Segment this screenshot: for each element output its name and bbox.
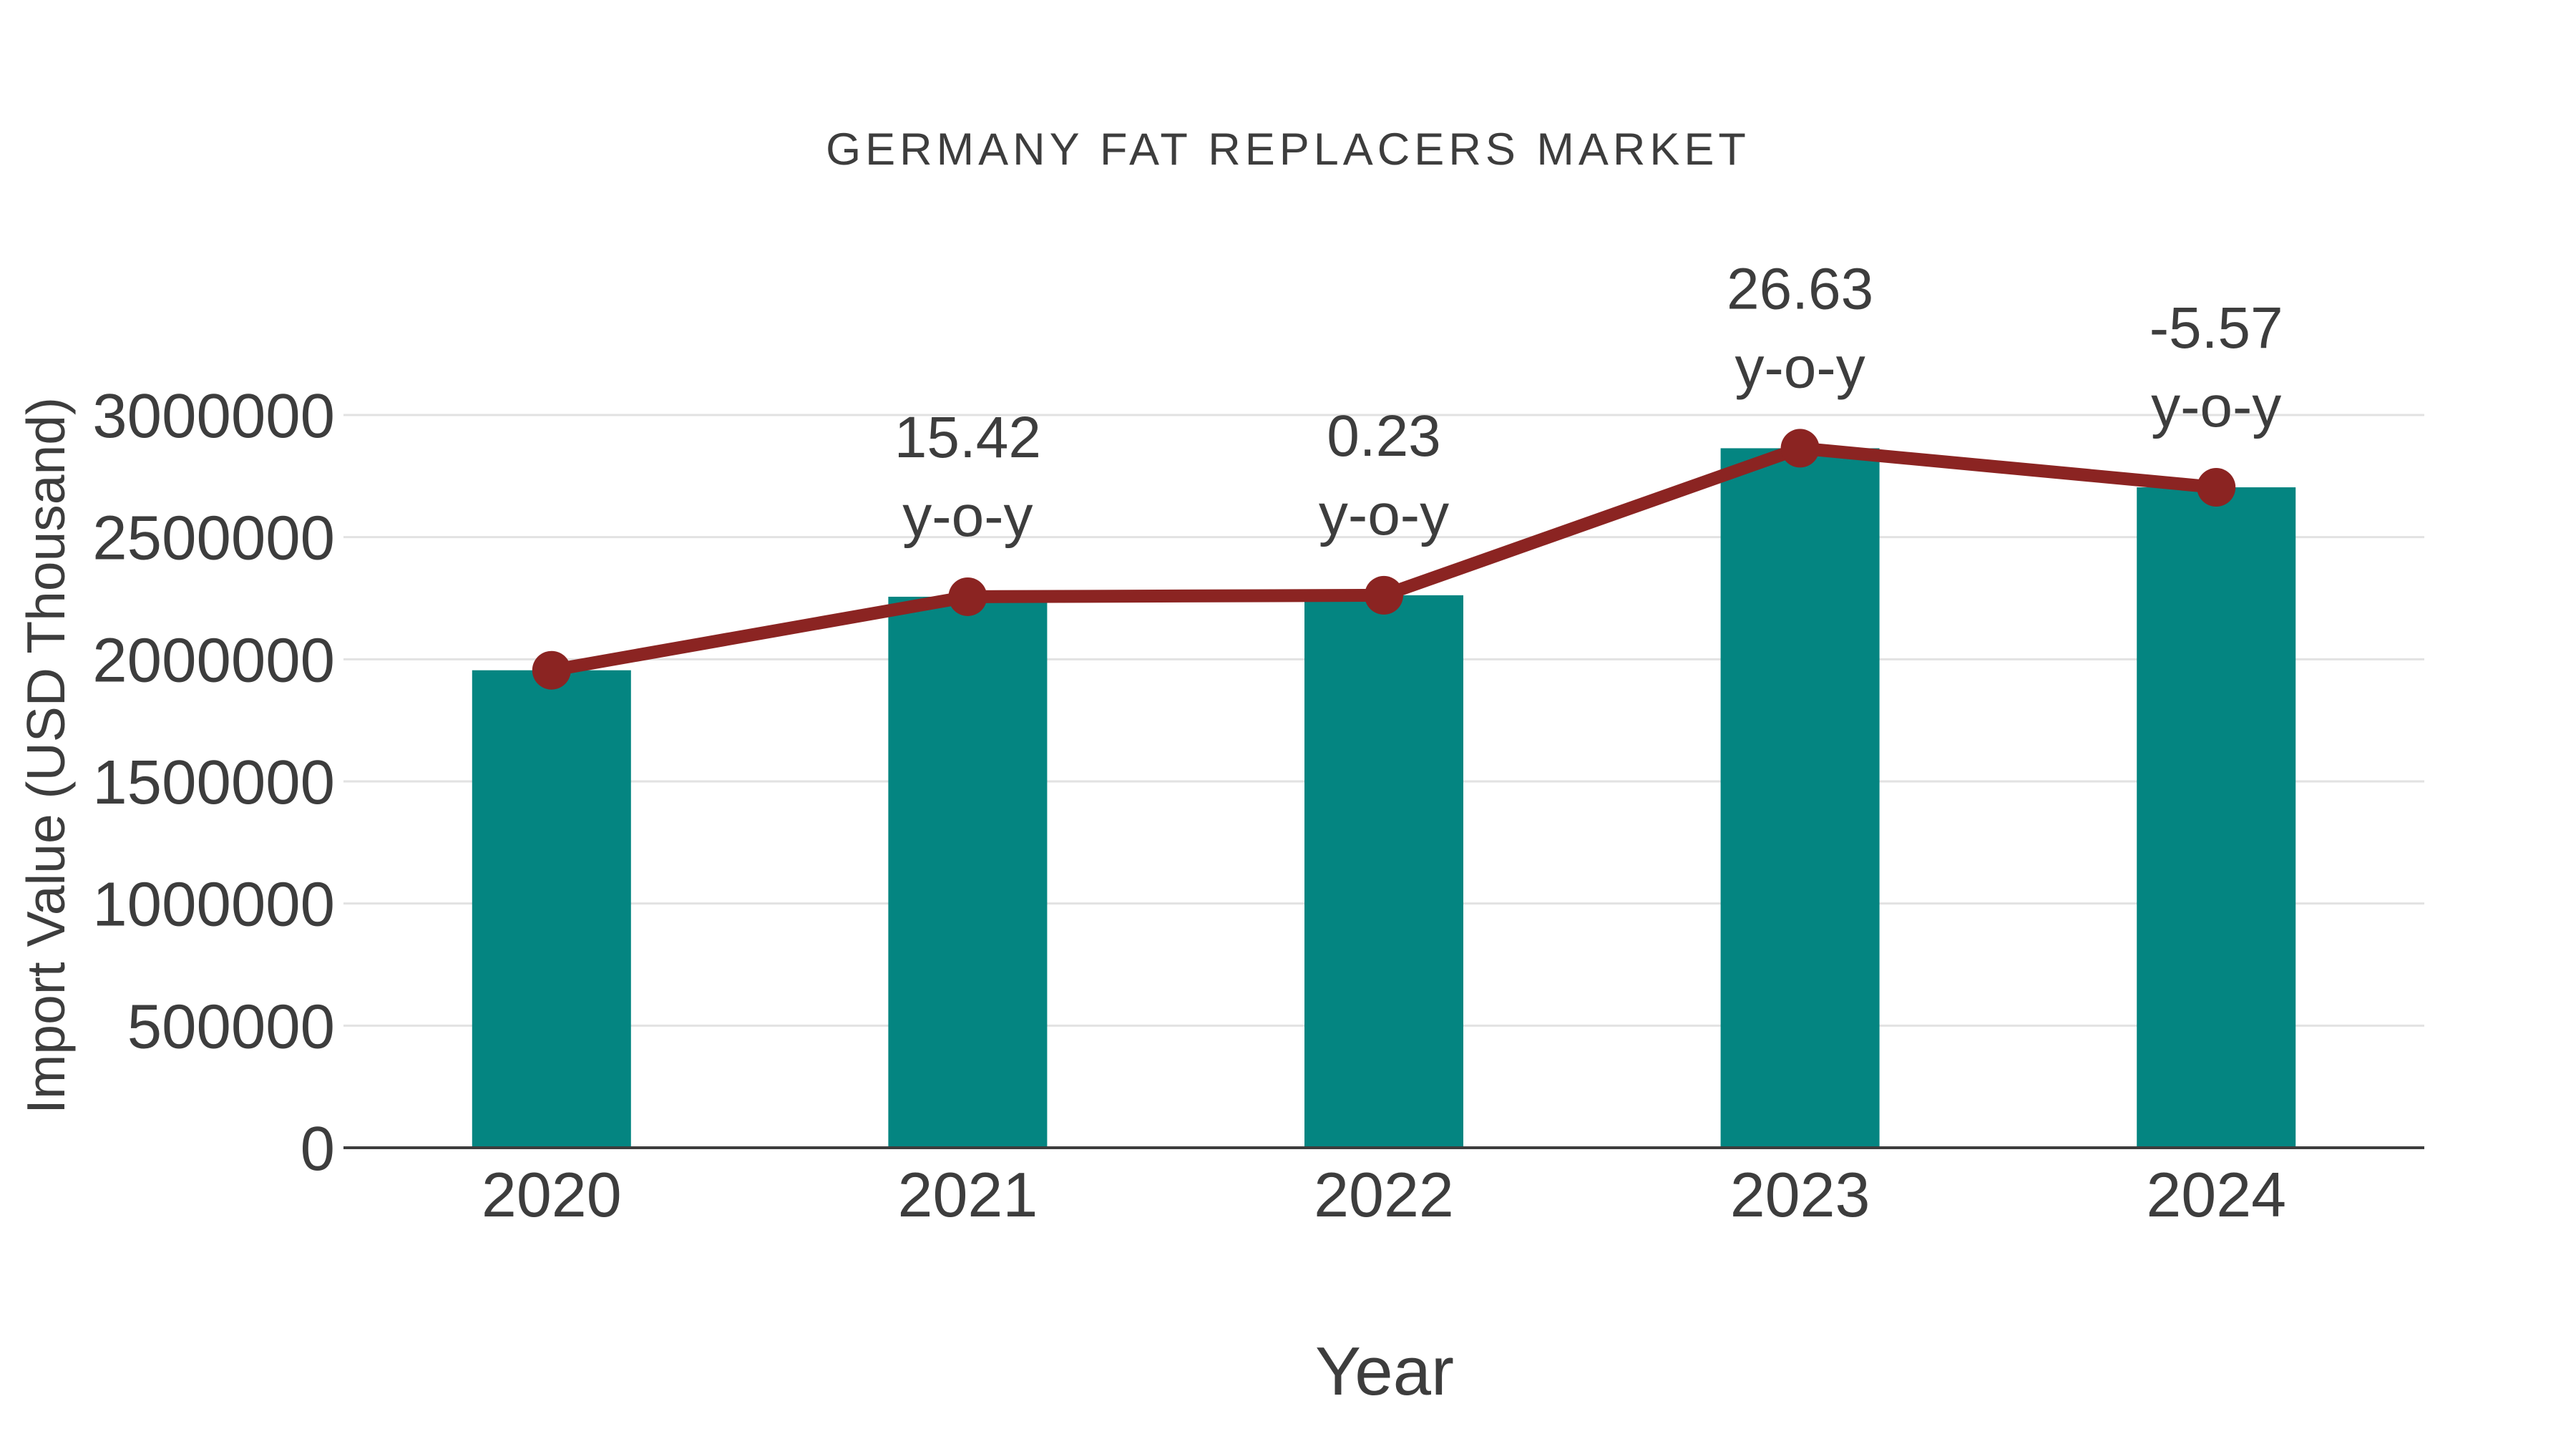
yoy-suffix-label-2024: y-o-y bbox=[2151, 374, 2281, 439]
bar-2022 bbox=[1304, 595, 1463, 1148]
yoy-suffix-label-2021: y-o-y bbox=[902, 484, 1033, 549]
data-point-2021 bbox=[948, 577, 987, 616]
y-axis-tick-label: 1000000 bbox=[92, 870, 335, 940]
y-axis-tick-label: 1500000 bbox=[92, 748, 335, 817]
yoy-value-label-2023: 26.63 bbox=[1727, 256, 1873, 321]
x-axis-tick-label-2022: 2022 bbox=[1314, 1159, 1454, 1230]
y-axis-tick-label: 0 bbox=[301, 1114, 335, 1184]
bar-2023 bbox=[1720, 448, 1880, 1148]
y-axis-tick-label: 500000 bbox=[127, 992, 335, 1061]
yoy-suffix-label-2023: y-o-y bbox=[1735, 335, 1865, 400]
data-point-2024 bbox=[2197, 468, 2236, 507]
x-axis-tick-label-2020: 2020 bbox=[482, 1159, 622, 1230]
x-axis-tick-label-2021: 2021 bbox=[898, 1159, 1038, 1230]
x-axis-tick-label-2024: 2024 bbox=[2146, 1159, 2286, 1230]
bar-2024 bbox=[2137, 487, 2296, 1148]
yoy-value-label-2024: -5.57 bbox=[2150, 296, 2283, 361]
y-axis-tick-label: 2500000 bbox=[92, 504, 335, 573]
bar-2021 bbox=[888, 596, 1048, 1148]
data-point-2020 bbox=[532, 650, 571, 690]
bar-2020 bbox=[472, 670, 631, 1148]
y-axis-tick-label: 3000000 bbox=[92, 381, 335, 451]
yoy-suffix-label-2022: y-o-y bbox=[1319, 482, 1449, 547]
data-point-2023 bbox=[1780, 429, 1820, 468]
yoy-value-label-2021: 15.42 bbox=[894, 405, 1041, 470]
x-axis-tick-label-2023: 2023 bbox=[1730, 1159, 1870, 1230]
y-axis-tick-label: 2000000 bbox=[92, 625, 335, 695]
data-point-2022 bbox=[1365, 575, 1403, 615]
chart-title: GERMANY FAT REPLACERS MARKET bbox=[826, 125, 1750, 175]
yoy-value-label-2022: 0.23 bbox=[1327, 404, 1441, 469]
x-axis-title: Year bbox=[1315, 1333, 1454, 1410]
